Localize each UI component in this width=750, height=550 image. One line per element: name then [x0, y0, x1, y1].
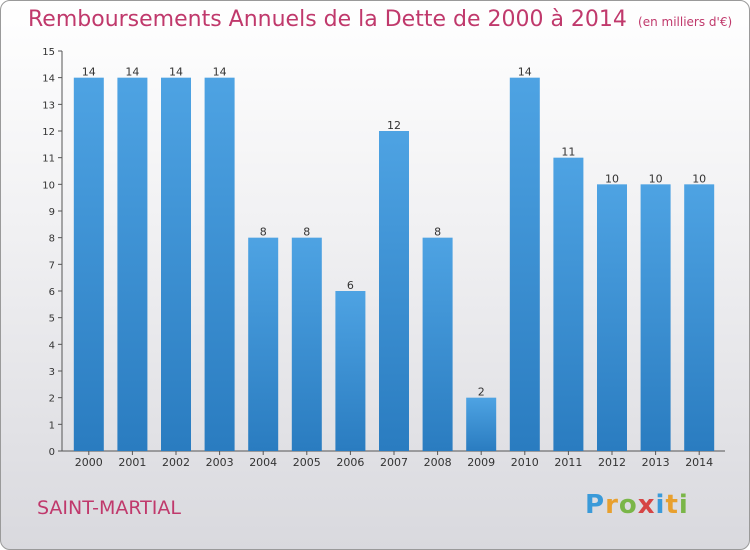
x-tick-label: 2001 — [118, 456, 146, 469]
bar-value-label: 8 — [260, 226, 267, 239]
bar-value-label: 8 — [303, 226, 310, 239]
x-tick-label: 2009 — [467, 456, 495, 469]
y-tick-label: 8 — [49, 234, 55, 245]
chart-title-text: Remboursements Annuels de la Dette de 20… — [28, 7, 627, 32]
commune-name: SAINT-MARTIAL — [37, 497, 181, 519]
bar-value-label: 14 — [82, 66, 96, 79]
bar — [248, 237, 279, 451]
logo-letter: i — [678, 490, 689, 520]
x-tick-label: 2008 — [424, 456, 452, 469]
y-tick-label: 0 — [49, 447, 55, 458]
bar-value-label: 8 — [434, 226, 441, 239]
x-tick-label: 2013 — [642, 456, 670, 469]
logo-letter: o — [618, 490, 638, 520]
y-tick-label: 1 — [49, 420, 55, 431]
x-tick-label: 2014 — [685, 456, 713, 469]
bar-value-label: 10 — [649, 172, 663, 185]
logo-letter: r — [605, 490, 619, 520]
bar — [597, 184, 627, 452]
bar — [553, 157, 584, 451]
logo-letter: t — [665, 490, 679, 520]
logo-letter: P — [585, 490, 606, 520]
bar-value-label: 6 — [347, 279, 354, 292]
bar — [379, 131, 409, 451]
bar — [466, 397, 497, 451]
bar-value-label: 11 — [561, 146, 575, 159]
chart-unit-text: (en milliers d'€) — [638, 15, 733, 29]
x-tick-label: 2007 — [380, 456, 408, 469]
x-tick-label: 2002 — [162, 456, 190, 469]
x-tick-label: 2000 — [75, 456, 103, 469]
bar — [684, 184, 715, 452]
bar-value-label: 14 — [169, 66, 183, 79]
x-tick-label: 2003 — [206, 456, 234, 469]
x-tick-label: 2004 — [249, 456, 277, 469]
y-tick-label: 14 — [42, 74, 55, 85]
y-tick-label: 9 — [49, 207, 55, 218]
logo-letter: i — [655, 490, 666, 520]
y-tick-label: 3 — [49, 367, 55, 378]
chart-title: Remboursements Annuels de la Dette de 20… — [28, 7, 732, 32]
bar-value-label: 14 — [213, 66, 227, 79]
logo-letter: x — [637, 490, 656, 520]
y-tick-label: 2 — [49, 394, 55, 405]
y-tick-label: 11 — [42, 154, 55, 165]
x-tick-label: 2005 — [293, 456, 321, 469]
bar — [117, 77, 148, 452]
bar-value-label: 10 — [692, 172, 706, 185]
y-tick-label: 12 — [42, 127, 55, 138]
x-tick-label: 2006 — [336, 456, 364, 469]
bar — [161, 77, 191, 452]
bar-value-label: 2 — [478, 386, 485, 399]
y-tick-label: 10 — [42, 180, 55, 191]
x-tick-label: 2011 — [554, 456, 582, 469]
y-tick-label: 5 — [49, 314, 55, 325]
bar-value-label: 10 — [605, 172, 619, 185]
y-tick-label: 13 — [42, 100, 55, 111]
bar — [422, 237, 453, 451]
bar-value-label: 12 — [387, 119, 401, 132]
bar — [204, 77, 235, 452]
x-tick-label: 2010 — [511, 456, 539, 469]
y-tick-label: 6 — [49, 287, 55, 298]
y-tick-label: 15 — [42, 47, 55, 58]
bar — [509, 77, 540, 452]
bar-value-label: 14 — [518, 66, 532, 79]
bar — [335, 291, 366, 451]
y-tick-label: 4 — [49, 340, 55, 351]
bar-value-label: 14 — [125, 66, 139, 79]
x-tick-label: 2012 — [598, 456, 626, 469]
y-tick-label: 7 — [49, 260, 55, 271]
bar — [73, 77, 104, 452]
bar — [640, 184, 671, 452]
bar — [291, 237, 322, 451]
proxiti-logo: Proxiti — [585, 490, 689, 520]
